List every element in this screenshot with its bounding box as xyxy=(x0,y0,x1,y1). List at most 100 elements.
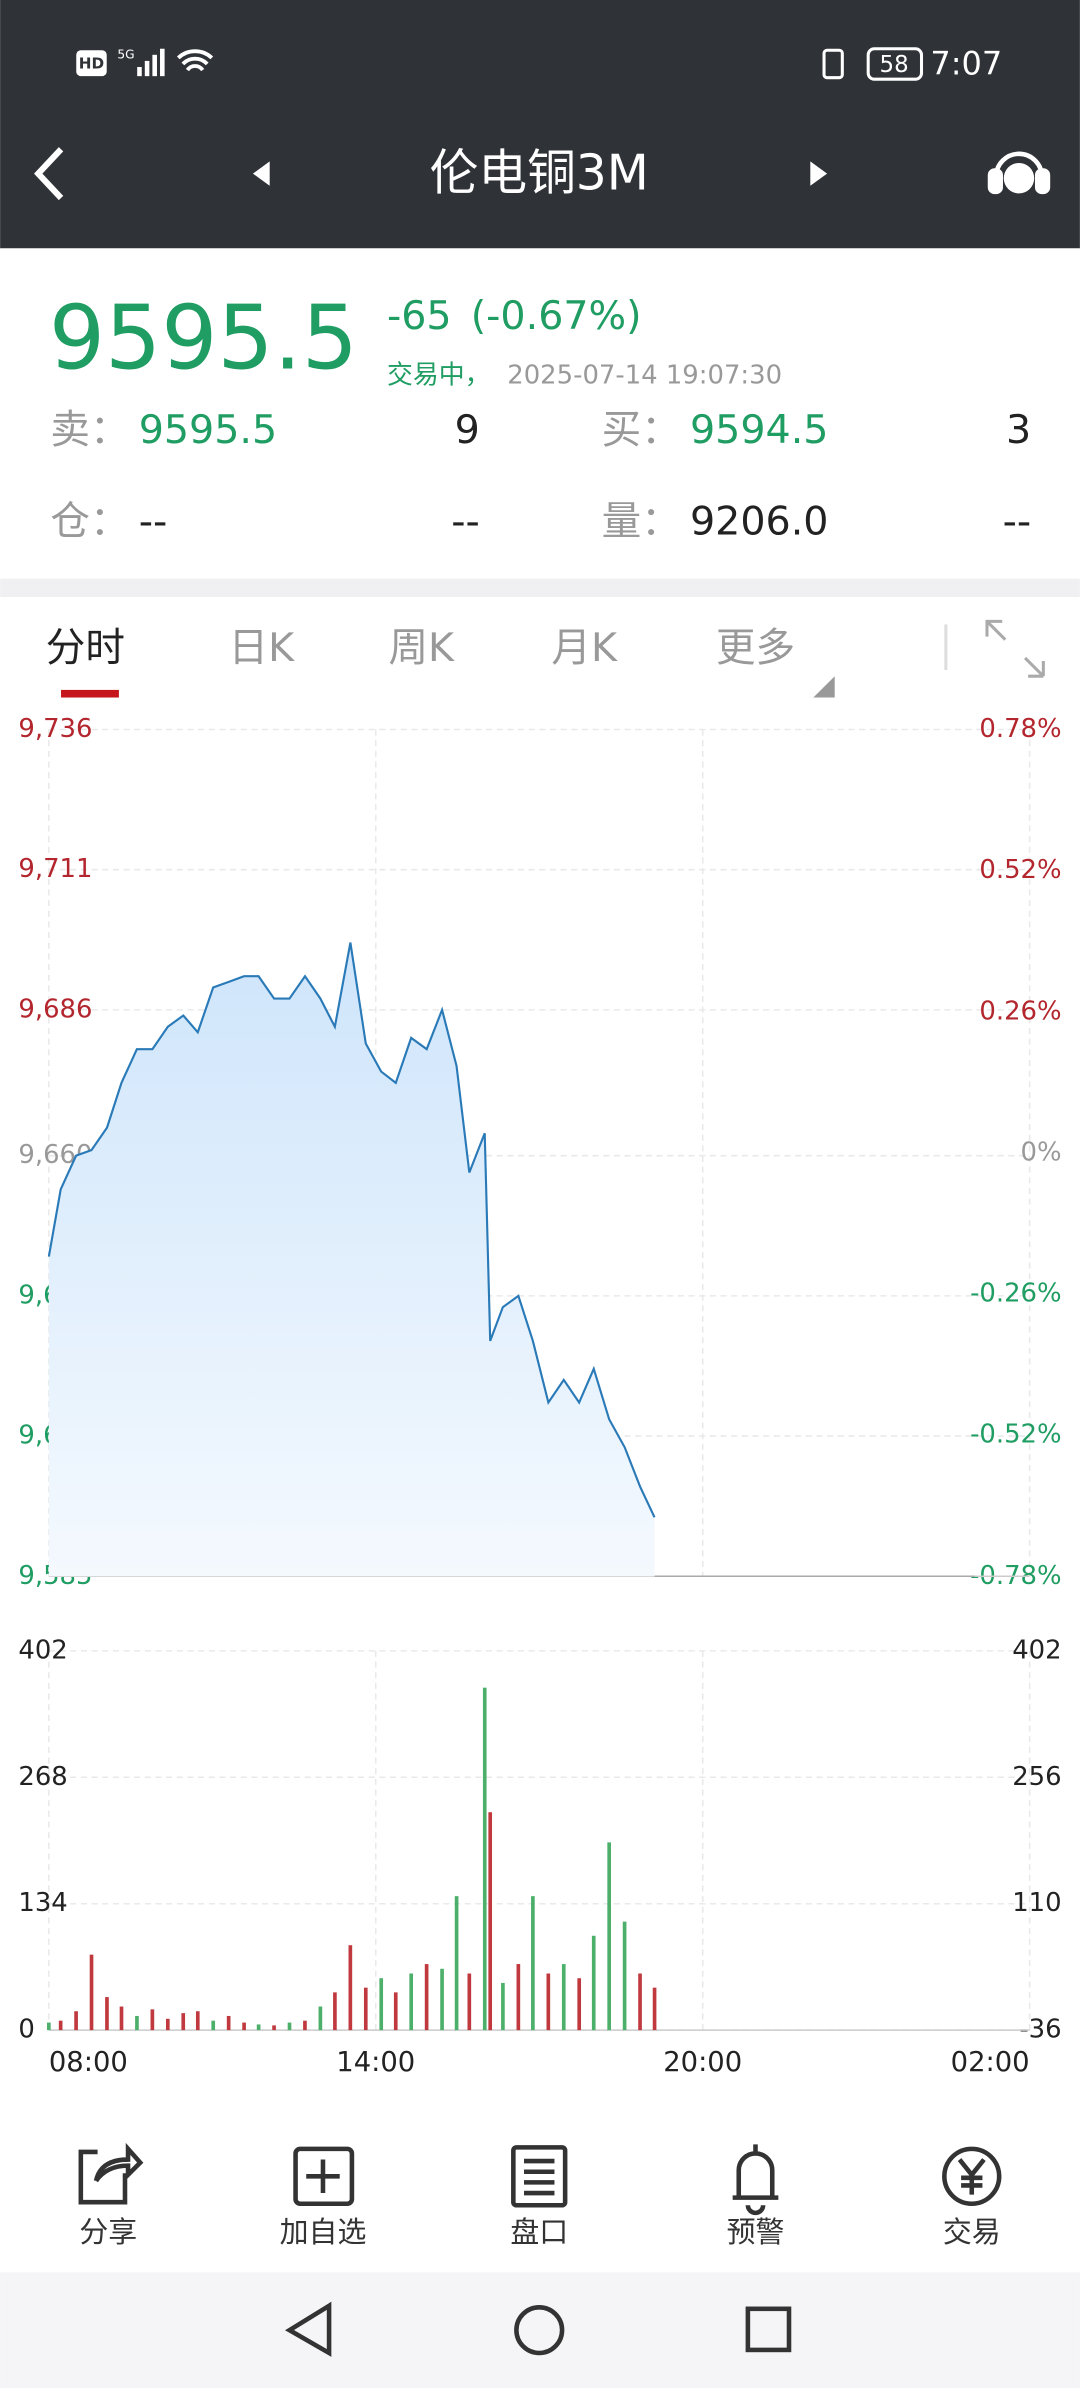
nav-back[interactable] xyxy=(285,2301,332,2357)
volume-bar xyxy=(135,2015,139,2031)
y2-tick-label: 0.78% xyxy=(979,714,1061,744)
more-indicator xyxy=(813,676,835,698)
toolbar-label[interactable]: 预警 xyxy=(727,2215,785,2249)
volume-bar xyxy=(652,1987,657,2031)
quote-cell: 9206.0 xyxy=(690,498,829,544)
vibrate-icon xyxy=(822,48,844,80)
tab[interactable]: 分时 xyxy=(46,625,125,671)
volume-bar xyxy=(546,1973,551,2031)
volume-bar xyxy=(119,2006,124,2031)
y-tick-label: 9,736 xyxy=(18,714,92,744)
y-tick-label: 268 xyxy=(18,1762,67,1792)
tab[interactable]: 更多 xyxy=(716,625,795,671)
volume-bar xyxy=(74,2011,78,2031)
volume-bar xyxy=(561,1964,566,2031)
back-button[interactable] xyxy=(34,147,64,201)
y2-tick-label: 110 xyxy=(1012,1888,1061,1918)
volume-bar xyxy=(622,1921,627,2031)
volume-bar xyxy=(607,1842,611,2031)
volume-bar xyxy=(195,2011,200,2031)
volume-bar xyxy=(348,1945,353,2031)
battery-icon xyxy=(866,47,924,81)
prev-button[interactable] xyxy=(252,161,270,186)
battery-text: 58 xyxy=(880,52,909,78)
toolbar-label[interactable]: 加自选 xyxy=(280,2215,367,2249)
volume-bar xyxy=(409,1973,414,2031)
fullscreen-button[interactable] xyxy=(985,619,1045,678)
network-text: 5G xyxy=(117,47,134,61)
volume-bar xyxy=(638,1973,642,2031)
tab[interactable]: 日K xyxy=(229,625,296,671)
volume-bar xyxy=(591,1935,596,2031)
toolbar-icons xyxy=(78,2142,1002,2216)
price-area xyxy=(48,942,655,1577)
volume-bar xyxy=(150,2009,155,2031)
quote-cell: 量： xyxy=(602,498,681,544)
quote-cell: 9595.5 xyxy=(139,407,278,453)
tab[interactable]: 月K xyxy=(551,625,618,671)
volume-bar xyxy=(226,2015,231,2031)
volume-bar xyxy=(531,1896,535,2031)
top-bar xyxy=(0,0,1080,249)
service-button[interactable] xyxy=(987,151,1051,195)
x-tick-label: 20:00 xyxy=(663,2047,742,2078)
toolbar-label[interactable]: 交易 xyxy=(943,2215,1001,2249)
x-tick-label: 14:00 xyxy=(336,2047,415,2078)
volume-bar xyxy=(89,1954,94,2031)
volume-bar xyxy=(47,2022,51,2031)
signal-icon xyxy=(137,48,165,77)
volume-bar xyxy=(58,2020,63,2031)
clock: 7:07 xyxy=(930,44,1002,82)
y-tick-label: 9,686 xyxy=(18,994,92,1024)
tab-underline xyxy=(61,689,119,698)
quote-cell: 3 xyxy=(1006,407,1031,453)
quote-cell: 买： xyxy=(602,407,681,453)
volume-bar xyxy=(333,1992,337,2031)
quote-cell: 仓： xyxy=(50,498,129,544)
volume-bar xyxy=(165,2018,170,2031)
quote-cell: 9594.5 xyxy=(690,407,829,453)
volume-bar xyxy=(211,2020,216,2031)
x-tick-label: 08:00 xyxy=(49,2047,128,2078)
next-button[interactable] xyxy=(810,161,828,186)
tab[interactable]: 周K xyxy=(388,625,455,671)
volume-bar xyxy=(393,1992,398,2031)
volume-bar xyxy=(482,1687,487,2031)
volume-bar xyxy=(440,1968,444,2031)
y-tick-label: 402 xyxy=(18,1635,67,1665)
y-tick-label: 134 xyxy=(18,1888,67,1918)
nav-home[interactable] xyxy=(514,2304,565,2356)
volume-bar xyxy=(242,2022,246,2031)
trade-status: 交易中， xyxy=(387,361,491,391)
last-price: 9595.5 xyxy=(49,287,358,390)
nav-recent[interactable] xyxy=(745,2306,792,2353)
nav-bar xyxy=(0,2272,1080,2388)
price-line xyxy=(47,942,656,1518)
volume-bar xyxy=(516,1964,521,2031)
y2-tick-label: 0.26% xyxy=(979,996,1061,1026)
volume-bar xyxy=(287,2022,292,2031)
change-pct: (-0.67%) xyxy=(471,293,642,339)
y-tick-label: 0 xyxy=(18,2015,34,2045)
toolbar-label[interactable]: 分享 xyxy=(79,2215,137,2249)
hd-badge xyxy=(76,50,107,77)
separator xyxy=(0,578,1080,597)
volume-bar xyxy=(318,2006,323,2031)
change: -65 xyxy=(387,293,452,339)
y2-tick-label: 402 xyxy=(1012,1635,1061,1665)
quote-cell: -- xyxy=(1003,498,1032,544)
volume-bar xyxy=(105,1997,109,2031)
x-tick-label: 02:00 xyxy=(951,2047,1030,2078)
quote-cell: -- xyxy=(139,498,168,544)
title: 伦电铜3M xyxy=(430,146,649,202)
y2-tick-label: 0% xyxy=(1021,1137,1062,1167)
hd-text: HD xyxy=(79,54,104,72)
y2-tick-label: 0.52% xyxy=(979,855,1061,885)
volume-bar xyxy=(272,2025,276,2031)
volume-bar xyxy=(363,1987,368,2031)
volume-bar xyxy=(256,2024,261,2031)
toolbar-label[interactable]: 盘口 xyxy=(510,2215,568,2249)
